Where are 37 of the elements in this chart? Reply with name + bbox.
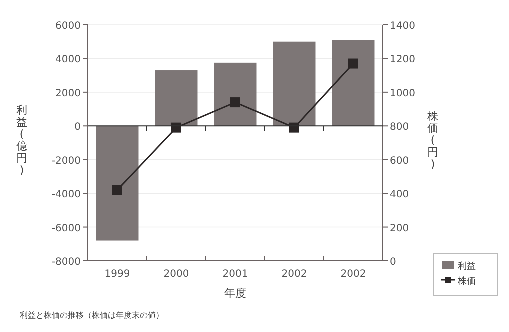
point [348, 58, 358, 69]
x-tick-label: 1999 [104, 269, 130, 280]
point [230, 98, 240, 108]
y2-tick-label: 600 [390, 156, 410, 167]
x-tick-label: 2000 [164, 269, 190, 280]
y-tick-label: -2000 [52, 156, 81, 167]
y-tick-label: -4000 [52, 190, 81, 201]
y-tick-label: -6000 [52, 223, 81, 234]
y2-tick-label: 0 [390, 257, 396, 268]
bar [332, 40, 375, 126]
point [172, 122, 182, 133]
bar [214, 62, 257, 126]
y-tick-label: -8000 [52, 257, 81, 268]
y2-tick-label: 400 [390, 190, 410, 201]
y-tick-label: 6000 [56, 21, 81, 32]
y2-tick-label: 200 [390, 223, 410, 234]
x-axis-title: 年度 [224, 287, 246, 300]
y-tick-label: 0 [74, 122, 81, 134]
point [290, 122, 300, 133]
legend-label: 株価 [457, 276, 476, 287]
x-tick-label: 2001 [222, 269, 248, 280]
y2-tick-label: 1400 [390, 21, 416, 32]
x-tick-label: 2002 [282, 269, 308, 280]
text: 利益と株価の推移（株価は年度末の値） [20, 311, 164, 320]
bar [96, 126, 139, 241]
point [112, 185, 122, 196]
y-tick-label: 2000 [56, 88, 81, 100]
y2-tick-label: 1200 [390, 54, 416, 66]
y2-axis-title: 株価(円) [426, 110, 438, 171]
y-axis-title: 利益(億円) [16, 104, 28, 177]
legend-label: 利益 [458, 261, 476, 272]
x-tick-label: 2002 [340, 269, 366, 280]
bar [155, 70, 198, 126]
y-tick-label: 4000 [56, 54, 81, 66]
y2-tick-label: 1000 [390, 88, 416, 100]
bar [273, 42, 316, 126]
y2-tick-label: 800 [390, 122, 410, 134]
